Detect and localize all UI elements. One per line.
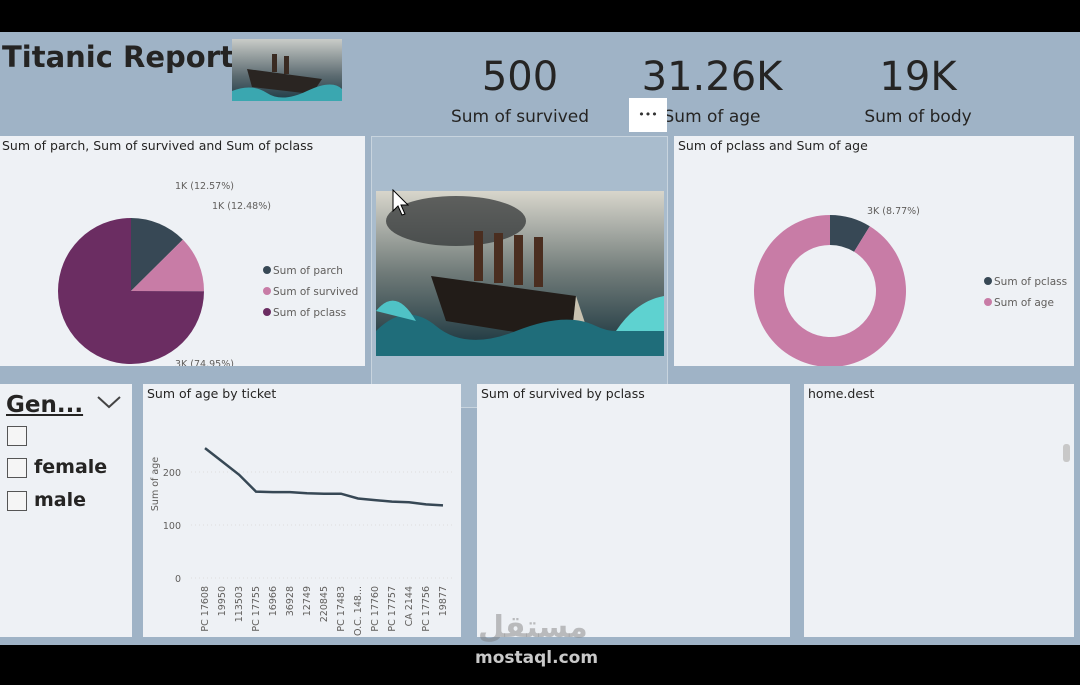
x-tick-label: 19950 <box>217 586 228 616</box>
slicer-checkbox-blank[interactable] <box>7 426 27 446</box>
header-ship-image <box>232 39 342 101</box>
legend-label: Sum of survived <box>273 286 358 298</box>
pie-chart-title: Sum of parch, Sum of survived and Sum of… <box>2 138 314 153</box>
gender-slicer: Gen... female male <box>0 384 132 637</box>
x-tick-label: 12749 <box>302 586 313 616</box>
line-series <box>204 447 444 507</box>
scrollbar-thumb[interactable] <box>1063 444 1070 462</box>
x-tick-label: 16966 <box>268 586 279 616</box>
pie-data-label: 1K (12.48%) <box>212 201 271 212</box>
kpi-age-value: 31.26K <box>641 54 783 100</box>
slicer-checkbox-male[interactable] <box>7 491 27 511</box>
y-axis-title: Sum of age <box>150 457 161 511</box>
x-tick-label: 19877 <box>438 586 449 616</box>
mouse-cursor-icon <box>392 189 410 216</box>
slicer-checkbox-female[interactable] <box>7 458 27 478</box>
kpi-body-label: Sum of body <box>864 107 972 127</box>
legend-marker <box>263 287 271 295</box>
pie-chart-panel[interactable]: Sum of parch, Sum of survived and Sum of… <box>0 136 365 366</box>
home-dest-slicer: home.dest <box>804 384 1074 637</box>
donut-chart-title: Sum of pclass and Sum of age <box>678 138 868 153</box>
watermark-latin: mostaql.com <box>475 648 599 668</box>
slicer-title: Gen... <box>6 392 84 418</box>
more-options-button[interactable]: ••• <box>629 98 667 132</box>
kpi-survived-label: Sum of survived <box>450 107 590 127</box>
x-tick-label: 113503 <box>234 586 245 622</box>
kpi-body-value: 19K <box>879 54 957 100</box>
report-canvas: Titanic Report 500 Sum of survived 31.26… <box>0 32 1080 668</box>
pie-slice <box>57 218 204 364</box>
pie-chart: 1K (12.57%) Sum of parch 1K (12.48%) Sum of… <box>57 181 358 366</box>
legend-label: Sum of age <box>994 297 1054 309</box>
kpi-age-label: Sum of age <box>663 107 761 127</box>
report-title: Titanic Report <box>2 40 234 74</box>
x-tick-label: PC 17755 <box>251 586 262 632</box>
y-tick-label: 200 <box>163 468 181 479</box>
bar-chart-panel[interactable]: Sum of survived by pclass <box>477 384 790 637</box>
x-tick-label: PC 17757 <box>387 586 398 632</box>
x-tick-label: CA 2144 <box>404 586 415 626</box>
legend-label: Sum of pclass <box>994 276 1067 288</box>
donut-slice <box>754 215 906 366</box>
kpi-survived-value: 500 <box>481 54 559 100</box>
line-chart-title: Sum of age by ticket <box>147 386 277 401</box>
donut-chart: 3K (8.77%)Sum of pclass31.26K (91.23%)Su… <box>754 206 1067 366</box>
x-tick-label: 36928 <box>285 586 296 616</box>
watermark-arabic: مستقل <box>478 610 588 645</box>
pie-data-label: 3K (74.95%) <box>175 359 234 366</box>
legend-marker <box>263 266 271 274</box>
x-tick-label: PC 17483 <box>336 586 347 632</box>
slicer-label-male: male <box>34 489 87 511</box>
donut-chart-panel[interactable]: Sum of pclass and Sum of age 3K (8.77%) S… <box>674 136 1074 366</box>
x-tick-label: PC 17608 <box>200 586 211 632</box>
home-dest-title: home.dest <box>808 386 875 401</box>
legend-marker <box>263 308 271 316</box>
pie-slice <box>131 218 183 291</box>
y-tick-label: 100 <box>163 521 181 532</box>
pie-slice <box>131 239 204 292</box>
slicer-label-female: female <box>34 456 108 478</box>
pie-data-label: 1K (12.57%) <box>175 181 234 192</box>
legend-marker <box>984 277 992 285</box>
chevron-down-icon[interactable] <box>96 394 122 410</box>
ship-image <box>376 191 664 356</box>
line-chart-panel[interactable]: Sum of age by ticket 0 100 200 Sum of age PC… <box>143 384 461 637</box>
bar-chart-title: Sum of survived by pclass <box>481 386 645 401</box>
x-tick-label: 220845 <box>319 586 330 622</box>
donut-data-label: 3K (8.77%) <box>867 206 920 217</box>
x-tick-label: PC 17760 <box>370 586 381 632</box>
legend-marker <box>984 298 992 306</box>
legend-label: Sum of parch <box>273 265 343 277</box>
bar-chart <box>477 384 790 637</box>
x-tick-label: PC 17756 <box>421 586 432 632</box>
y-tick-label: 0 <box>175 574 181 585</box>
legend-label: Sum of pclass <box>273 307 346 319</box>
x-tick-label: S.O.C. 148... <box>353 586 364 637</box>
donut-slice <box>830 215 870 252</box>
